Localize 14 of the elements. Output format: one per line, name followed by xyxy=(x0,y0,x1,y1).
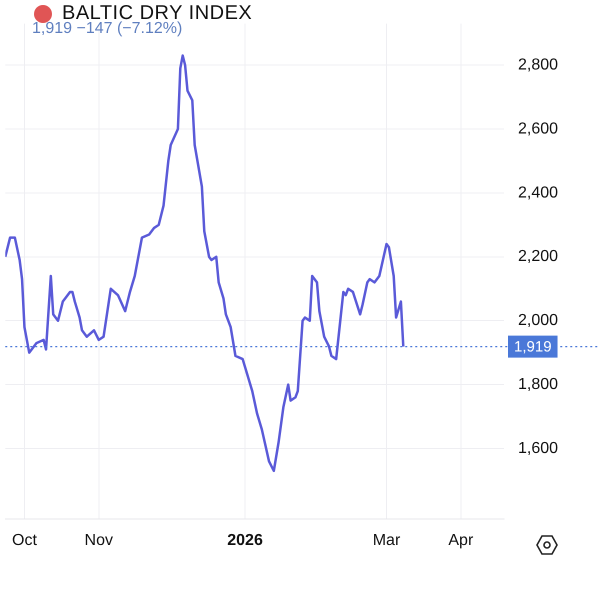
y-tick-label: 2,000 xyxy=(518,312,558,330)
x-tick-label: Mar xyxy=(372,532,401,549)
y-tick-label: 2,400 xyxy=(518,184,558,202)
x-tick-label: Oct xyxy=(12,532,38,549)
ref-line-label: 1,919 xyxy=(514,338,552,356)
y-tick-label: 1,800 xyxy=(518,376,558,394)
y-tick-label: 2,200 xyxy=(518,248,558,266)
chart-subtitle: 1,919 −147 (−7.12%) xyxy=(32,20,182,38)
x-tick-label: Apr xyxy=(448,532,474,549)
x-tick-label: 2026 xyxy=(227,532,263,549)
y-tick-label: 1,600 xyxy=(518,440,558,457)
y-tick-label: 2,800 xyxy=(518,56,558,74)
y-tick-label: 2,600 xyxy=(518,120,558,138)
x-tick-label: Nov xyxy=(84,532,114,549)
